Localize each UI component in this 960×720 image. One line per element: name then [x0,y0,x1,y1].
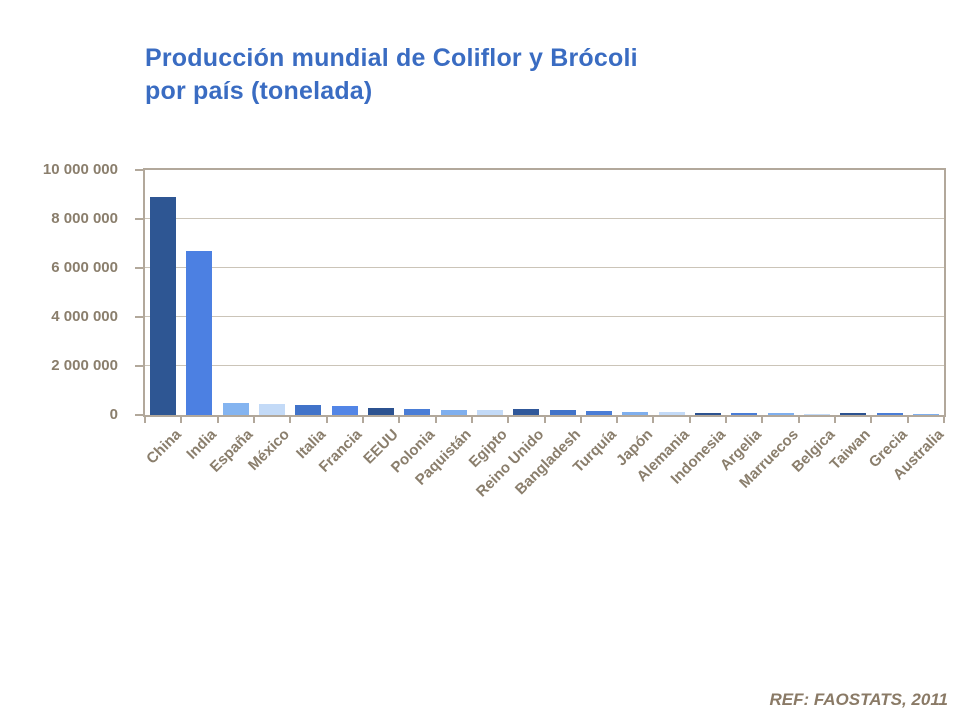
bar-marruecos [767,412,794,415]
y-axis-label: 4 000 000 [51,308,118,325]
gridline [145,267,944,268]
x-axis-tick [761,417,764,423]
x-axis-tick [470,417,473,423]
x-axis-tick [688,417,691,423]
bar-taiwan [840,413,867,415]
y-axis-tick [135,218,143,220]
x-label-china: China [142,426,185,468]
y-axis-tick [135,316,143,318]
gridline [145,365,944,366]
x-axis-tick [725,417,728,423]
y-axis-label: 6 000 000 [51,259,118,276]
x-axis-tick [325,417,328,423]
bar-eeuu [368,407,395,415]
bar-belgica [803,413,830,415]
x-axis-tick [616,417,619,423]
x-axis-tick [579,417,582,423]
bar-espana [222,403,249,415]
x-axis-tick [398,417,401,423]
plot-area-frame [143,168,946,417]
chart-title: Producción mundial de Coliflor y Brócoli… [145,42,638,108]
bar-turquia [585,410,612,415]
y-axis-tick [135,365,143,367]
bar-reino-unido [513,409,540,415]
bar-mexico [259,404,286,415]
x-axis-tick [943,417,945,423]
x-axis-tick [180,417,183,423]
y-axis-label: 8 000 000 [51,210,118,227]
bar-japon [622,411,649,415]
bar-italia [295,404,322,415]
bar-bangladesh [549,410,576,415]
x-axis-tick [144,417,146,423]
bar-grecia [876,413,903,415]
x-axis-tick [507,417,510,423]
x-axis-tick [652,417,655,423]
bar-paquistan [440,409,467,415]
source-reference: REF: FAOSTATS, 2011 [769,690,948,709]
y-axis-label: 2 000 000 [51,357,118,374]
x-axis-tick [906,417,909,423]
bar-alemania [658,412,685,415]
x-axis-tick [289,417,292,423]
x-axis-tick [797,417,800,423]
bar-australia [912,413,939,415]
bar-india [186,250,213,415]
bar-indonesia [694,412,721,415]
x-axis-tick [870,417,873,423]
x-axis-tick [834,417,837,423]
bar-china [150,196,177,415]
bar-argelia [731,412,758,415]
x-axis-tick [252,417,255,423]
chart-title-line1: Producción mundial de Coliflor y Brócoli [145,44,638,72]
bar-polonia [404,408,431,415]
gridline [145,218,944,219]
x-axis-tick [361,417,364,423]
bar-egipto [477,410,504,415]
gridline [145,316,944,317]
y-axis-label: 0 [109,406,118,423]
y-axis-label: 10 000 000 [42,161,118,178]
x-axis-tick [434,417,437,423]
chart-title-line2: por país (tonelada) [145,77,373,105]
x-axis-tick [543,417,546,423]
y-axis-tick [135,414,143,416]
x-axis-tick [216,417,219,423]
bar-francia [331,405,358,415]
y-axis-tick [135,169,143,171]
y-axis-tick [135,267,143,269]
